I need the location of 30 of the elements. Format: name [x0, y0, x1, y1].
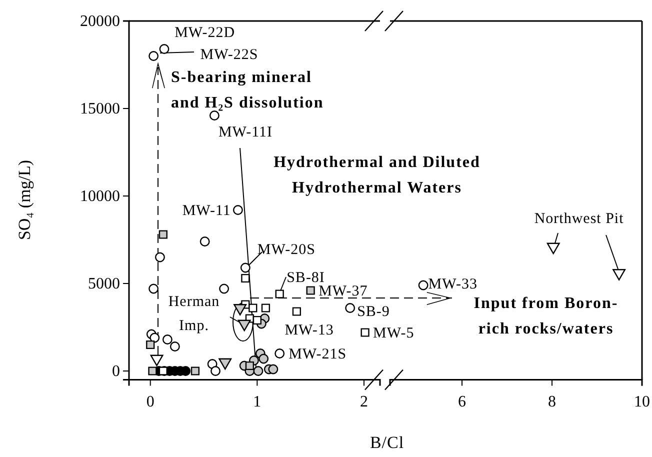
x-tick-label: 0 — [146, 393, 154, 410]
annotation: MW-22D — [174, 25, 236, 41]
annotation: S-bearing mineral and H₂S dissolution — [171, 69, 324, 112]
x-tick-label: 8 — [548, 393, 556, 410]
annotation: MW-22S — [200, 47, 258, 63]
x-tick-label: 2 — [360, 393, 368, 410]
annotation: MW-13 — [284, 322, 334, 338]
y-tick-label: 5000 — [88, 276, 120, 293]
annotation: MW-11 — [182, 203, 231, 219]
annotation: MW-11I — [218, 124, 273, 140]
x-tick-label: 6 — [458, 393, 466, 410]
annotation: SB-9 — [357, 304, 390, 320]
annotation: MW-33 — [428, 276, 478, 292]
annotation: Herman Imp. — [168, 294, 220, 334]
x-tick-label: 10 — [634, 393, 650, 410]
y-tick-label: 10000 — [80, 188, 120, 206]
annotation: Hydrothermal and Diluted Hydrothermal Waters — [274, 154, 480, 197]
y-tick-label: 20000 — [80, 13, 120, 30]
x-axis-title: B/Cl — [370, 433, 404, 452]
annotation: MW-5 — [373, 326, 414, 342]
x-tick-label: 1 — [253, 393, 262, 410]
annotation: Northwest Pit — [534, 211, 624, 227]
annotation: MW-37 — [318, 284, 368, 300]
y-tick-label: 15000 — [80, 100, 120, 118]
annotation: MW-21S — [288, 346, 347, 362]
annotation: SB-8I — [286, 270, 325, 286]
y-axis-title: SO₄ (mg/L) — [15, 160, 34, 240]
y-tick-label: 0 — [112, 363, 120, 380]
annotation: Input from Boron- rich rocks/waters — [474, 295, 618, 338]
annotation: MW-20S — [257, 242, 316, 258]
